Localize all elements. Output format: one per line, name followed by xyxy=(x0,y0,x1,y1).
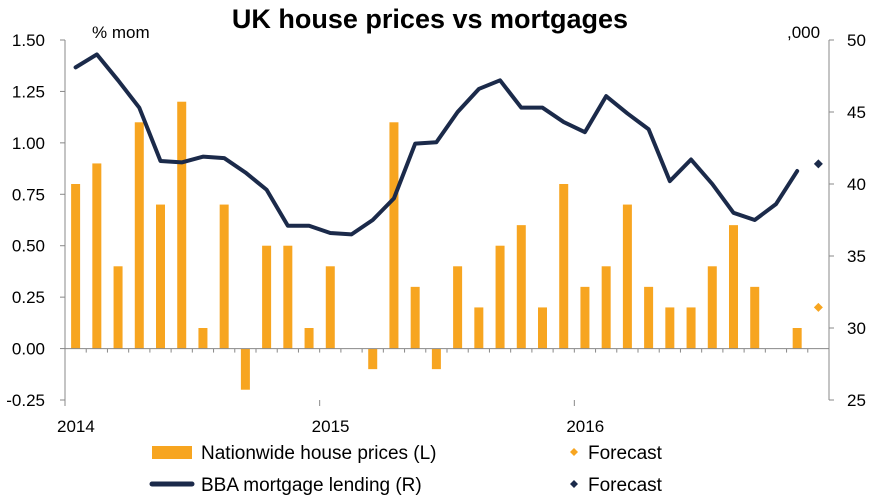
bar xyxy=(665,307,675,349)
left-tick-label: 1.25 xyxy=(12,82,45,101)
bar xyxy=(262,245,272,349)
chart-title: UK house prices vs mortgages xyxy=(232,4,628,34)
right-tick-label: 30 xyxy=(847,319,866,338)
bar xyxy=(368,348,378,370)
bar xyxy=(177,101,187,349)
bar xyxy=(792,328,802,349)
bar xyxy=(580,286,590,349)
bar xyxy=(92,163,102,349)
year-label: 2015 xyxy=(312,417,350,436)
right-tick-label: 25 xyxy=(847,391,866,410)
left-tick-label: 1.00 xyxy=(12,134,45,153)
left-tick-label: 0.00 xyxy=(12,340,45,359)
legend-swatch-house-prices xyxy=(152,446,192,459)
forecast-marker xyxy=(813,159,823,169)
left-axis-unit: % mom xyxy=(92,23,150,42)
bar xyxy=(495,245,505,349)
bar xyxy=(707,266,717,349)
bar xyxy=(729,225,738,349)
line-series xyxy=(73,52,800,237)
bar xyxy=(240,348,250,390)
legend-label-forecast-1: Forecast xyxy=(588,443,663,464)
legend: Nationwide house prices (L) Forecast BBA… xyxy=(149,443,663,496)
left-tick-label: 1.50 xyxy=(12,31,45,50)
bar xyxy=(198,328,208,349)
bar xyxy=(431,348,441,370)
forecast-markers xyxy=(813,159,823,312)
right-tick-label: 50 xyxy=(847,31,866,50)
legend-label-forecast-2: Forecast xyxy=(588,475,663,496)
bar xyxy=(410,286,420,349)
bar xyxy=(283,245,293,349)
left-tick-label: 0.75 xyxy=(12,185,45,204)
bar xyxy=(389,122,399,349)
right-tick-label: 40 xyxy=(847,175,866,194)
left-tick-label: 0.25 xyxy=(12,288,45,307)
bar xyxy=(134,122,144,349)
legend-label-mortgage-lending: BBA mortgage lending (R) xyxy=(201,475,422,496)
left-tick-label: 0.50 xyxy=(12,237,45,256)
bar xyxy=(71,184,81,349)
bar xyxy=(219,204,229,349)
bar xyxy=(601,266,611,349)
year-label: 2014 xyxy=(57,417,95,436)
right-tick-label: 35 xyxy=(847,247,866,266)
left-tick-label: -0.25 xyxy=(6,391,45,410)
bar xyxy=(622,204,632,349)
bar xyxy=(516,225,526,349)
bar xyxy=(559,184,569,349)
bar xyxy=(474,307,484,349)
forecast-marker xyxy=(813,302,823,312)
legend-label-house-prices: Nationwide house prices (L) xyxy=(201,443,437,464)
bar xyxy=(750,286,760,349)
bar xyxy=(156,204,165,349)
bar xyxy=(538,307,547,349)
axes: 1.50 1.25 1.00 0.75 0.50 0.25 0.00 -0.25 50 45 40 3… xyxy=(6,31,866,436)
bar xyxy=(304,328,314,349)
legend-diamond-forecast-navy xyxy=(570,480,578,488)
legend-diamond-forecast-orange xyxy=(570,448,578,456)
series-line xyxy=(73,52,800,237)
bar xyxy=(644,286,654,349)
bar xyxy=(325,266,335,349)
bar xyxy=(686,307,696,349)
year-label: 2016 xyxy=(566,417,604,436)
bar xyxy=(113,266,123,349)
right-axis-unit: ,000 xyxy=(787,23,820,42)
bar-series xyxy=(71,101,802,390)
right-tick-label: 45 xyxy=(847,103,866,122)
bar xyxy=(453,266,463,349)
